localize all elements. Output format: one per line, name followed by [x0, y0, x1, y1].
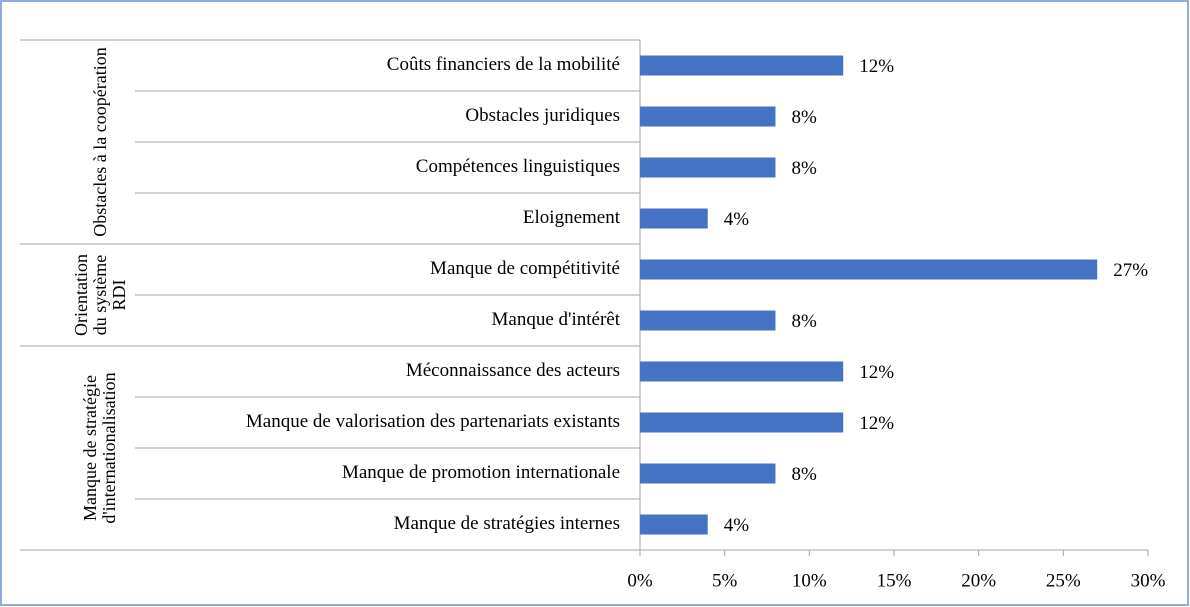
value-label: 8%	[791, 311, 817, 332]
category-label: Compétences linguistiques	[416, 156, 620, 177]
category-label: Coûts financiers de la mobilité	[387, 54, 620, 75]
x-tick-label: 25%	[1046, 570, 1081, 591]
value-label: 8%	[791, 158, 817, 179]
category-label: Manque de promotion internationale	[342, 462, 620, 483]
value-label: 12%	[859, 413, 894, 434]
bar	[640, 463, 776, 484]
bar	[640, 106, 776, 127]
category-label: Manque de stratégies internes	[394, 513, 620, 534]
bar	[640, 310, 776, 331]
bar	[640, 259, 1098, 280]
category-label: Méconnaissance des acteurs	[406, 360, 620, 381]
x-tick-label: 30%	[1131, 570, 1166, 591]
x-tick-label: 15%	[877, 570, 912, 591]
value-label: 4%	[724, 515, 750, 536]
category-label: Eloignement	[523, 207, 621, 228]
category-label: Obstacles juridiques	[465, 105, 620, 126]
category-label: Manque de valorisation des partenariats …	[246, 411, 620, 432]
x-tick-label: 5%	[712, 570, 738, 591]
category-label: Manque d'intérêt	[492, 309, 621, 330]
group-label: Orientation du système RDI	[70, 254, 129, 336]
bar	[640, 412, 844, 433]
x-tick-label: 10%	[792, 570, 827, 591]
bar	[640, 208, 708, 229]
value-label: 12%	[859, 56, 894, 77]
value-label: 8%	[791, 107, 817, 128]
x-tick-label: 0%	[627, 570, 653, 591]
bar	[640, 55, 844, 76]
group-label: Manque de stratégie d'internationalisati…	[80, 372, 119, 524]
group-label: Obstacles à la coopération	[89, 47, 110, 237]
bar	[640, 514, 708, 535]
value-label: 8%	[791, 464, 817, 485]
bar	[640, 157, 776, 178]
value-label: 27%	[1113, 260, 1148, 281]
category-label: Manque de compétitivité	[430, 258, 620, 279]
x-tick-label: 20%	[961, 570, 996, 591]
bar	[640, 361, 844, 382]
value-label: 12%	[859, 362, 894, 383]
value-label: 4%	[724, 209, 750, 230]
